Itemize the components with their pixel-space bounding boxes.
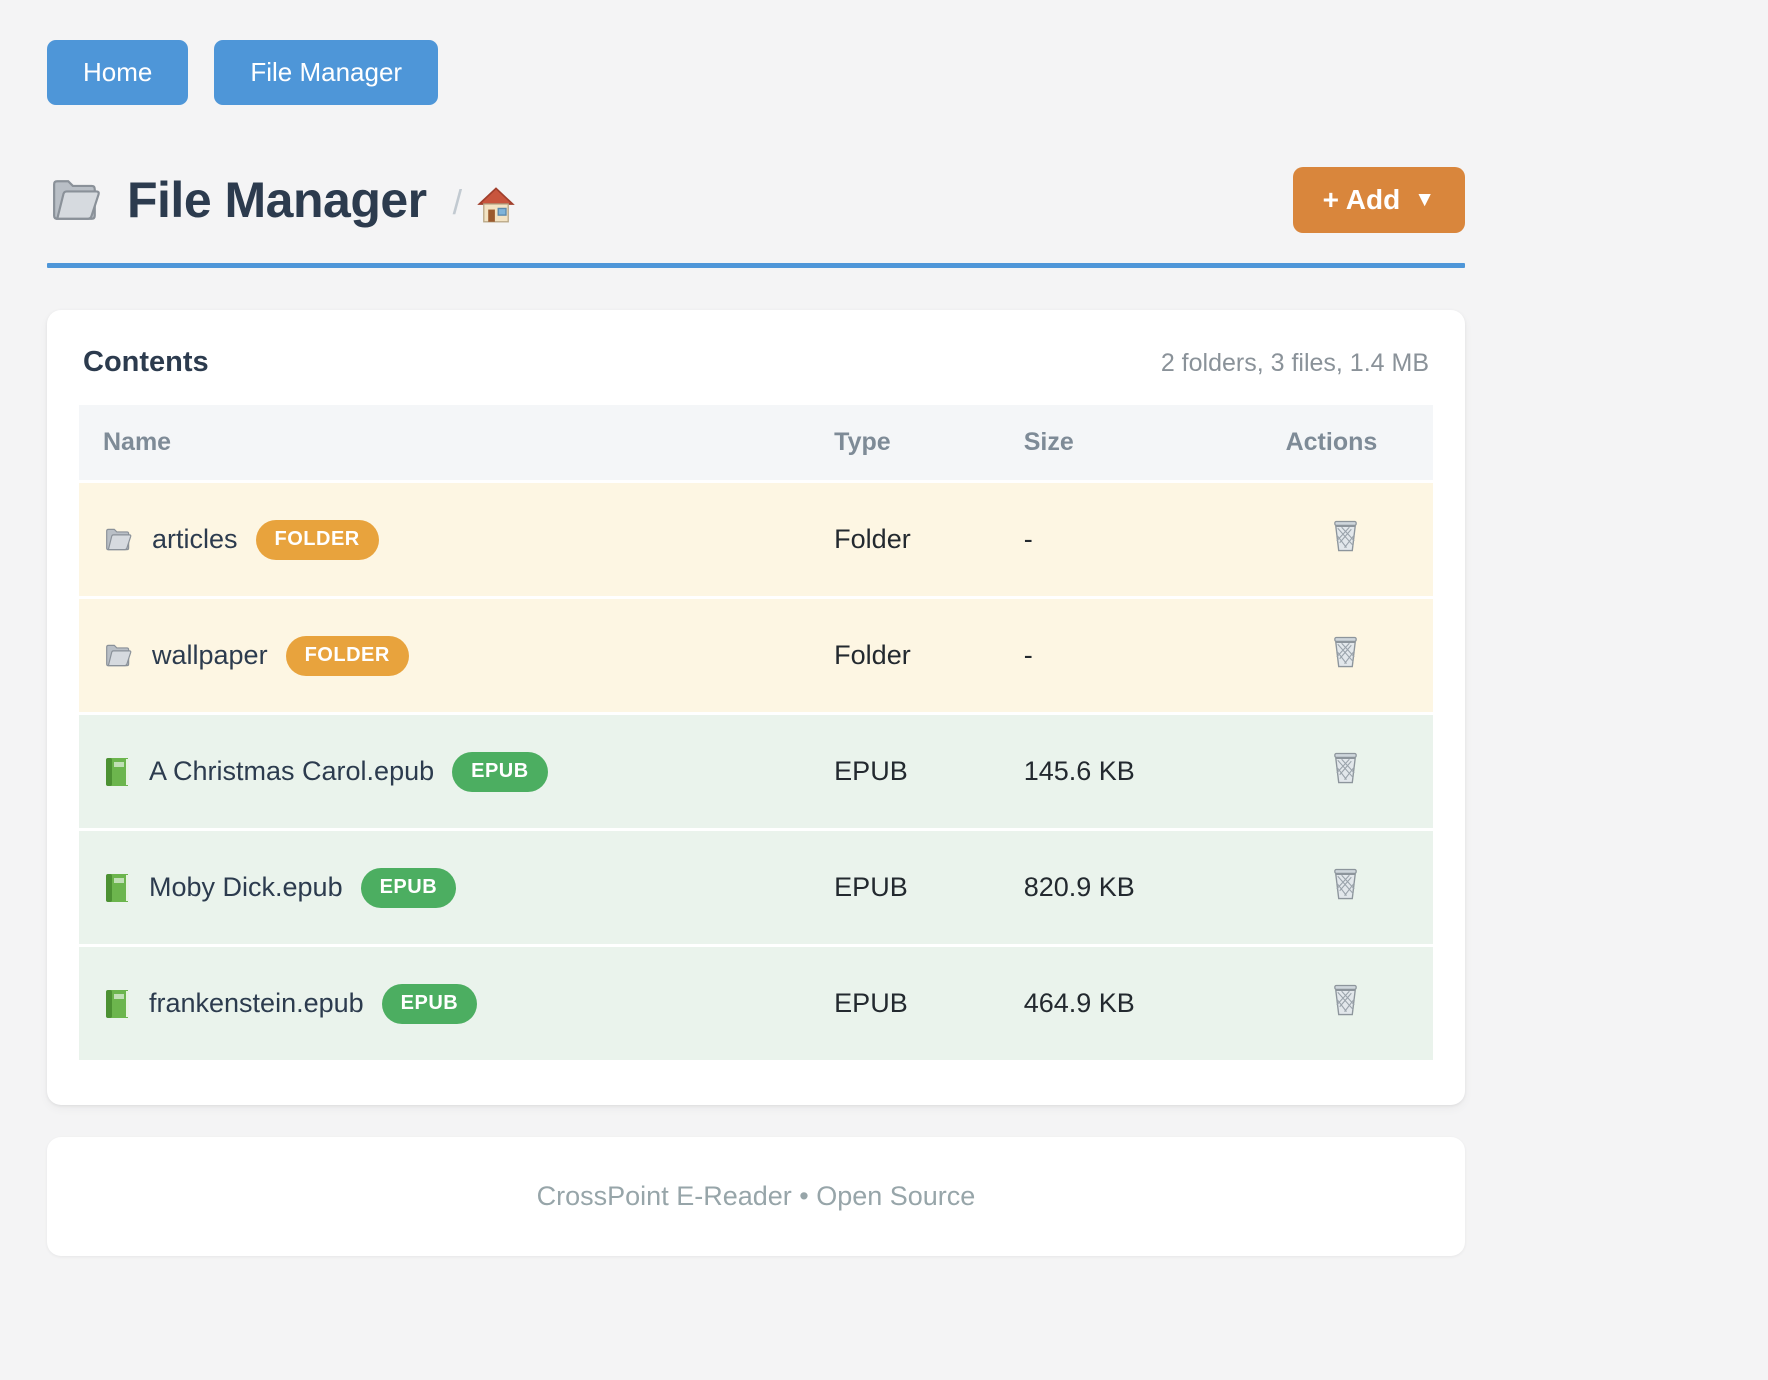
add-button[interactable]: + Add ▼ xyxy=(1292,167,1465,233)
contents-summary: 2 folders, 3 files, 1.4 MB xyxy=(1160,349,1429,377)
table-row: Moby Dick.epub EPUB EPUB 820.9 KB xyxy=(79,829,1433,947)
open-folder-icon xyxy=(47,175,105,225)
file-name-link[interactable]: wallpaper xyxy=(152,640,268,670)
page-header: File Manager / + Add ▼ xyxy=(47,167,1465,233)
table-row: articles FOLDER Folder - xyxy=(79,481,1433,599)
delete-button[interactable] xyxy=(1302,867,1361,901)
column-header-name: Name xyxy=(79,405,811,483)
table-row: A Christmas Carol.epub EPUB EPUB 145.6 K… xyxy=(79,713,1433,831)
file-type: Folder xyxy=(810,481,1000,599)
file-size: 464.9 KB xyxy=(999,945,1230,1063)
file-name-link[interactable]: A Christmas Carol.epub xyxy=(149,756,435,786)
file-type: Folder xyxy=(810,597,1000,715)
file-name-link[interactable]: Moby Dick.epub xyxy=(149,872,343,902)
top-nav: Home File Manager xyxy=(47,40,1465,105)
nav-home-button[interactable]: Home xyxy=(47,40,189,105)
table-row: wallpaper FOLDER Folder - xyxy=(79,597,1433,715)
file-name-link[interactable]: articles xyxy=(152,524,238,554)
add-button-label: + Add xyxy=(1322,184,1401,215)
open-folder-icon xyxy=(103,642,134,669)
delete-button[interactable] xyxy=(1302,519,1361,553)
house-icon[interactable] xyxy=(476,185,516,223)
file-table: Name Type Size Actions articles FOLDER F… xyxy=(79,405,1433,1063)
breadcrumb-separator: / xyxy=(452,183,463,222)
file-type: EPUB xyxy=(810,713,1000,831)
epub-badge: EPUB xyxy=(360,867,457,908)
folder-badge: FOLDER xyxy=(285,635,409,676)
green-book-icon xyxy=(103,988,131,1020)
page-title: File Manager xyxy=(127,172,427,228)
folder-badge: FOLDER xyxy=(255,519,379,560)
contents-title: Contents xyxy=(83,346,209,378)
file-size: 145.6 KB xyxy=(999,713,1230,831)
file-type: EPUB xyxy=(810,945,1000,1063)
table-header-row: Name Type Size Actions xyxy=(79,405,1433,483)
file-size: - xyxy=(999,597,1230,715)
file-size: - xyxy=(999,481,1230,599)
file-name-link[interactable]: frankenstein.epub xyxy=(149,988,364,1018)
chevron-down-icon: ▼ xyxy=(1414,188,1435,211)
column-header-actions: Actions xyxy=(1229,405,1433,483)
table-row: frankenstein.epub EPUB EPUB 464.9 KB xyxy=(79,945,1433,1063)
footer: CrossPoint E-Reader • Open Source xyxy=(47,1137,1465,1256)
footer-text: CrossPoint E-Reader • Open Source xyxy=(536,1181,976,1211)
page: Home File Manager File Manager / + Add ▼… xyxy=(47,0,1465,1326)
green-book-icon xyxy=(103,872,131,904)
delete-button[interactable] xyxy=(1302,983,1361,1017)
column-header-size: Size xyxy=(999,405,1230,483)
green-book-icon xyxy=(103,756,131,788)
title-divider xyxy=(47,263,1465,268)
contents-card: Contents 2 folders, 3 files, 1.4 MB Name… xyxy=(47,310,1465,1105)
open-folder-icon xyxy=(103,526,134,553)
nav-file-manager-button[interactable]: File Manager xyxy=(214,40,439,105)
column-header-type: Type xyxy=(810,405,1000,483)
delete-button[interactable] xyxy=(1302,751,1361,785)
file-type: EPUB xyxy=(810,829,1000,947)
epub-badge: EPUB xyxy=(381,983,478,1024)
epub-badge: EPUB xyxy=(452,751,548,792)
file-size: 820.9 KB xyxy=(999,829,1230,947)
delete-button[interactable] xyxy=(1302,635,1361,669)
